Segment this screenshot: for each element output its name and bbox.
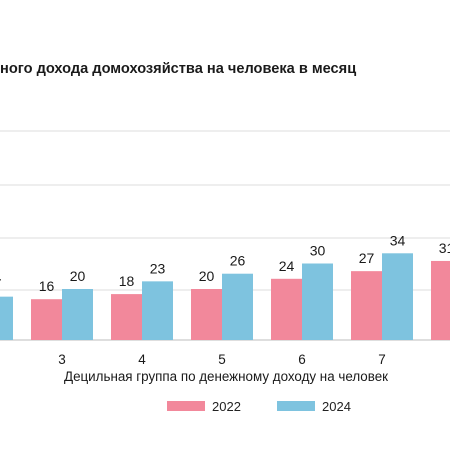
x-tick-label: 4 [138, 352, 146, 367]
data-label-2022: 27 [359, 250, 375, 266]
data-label-2022: 20 [199, 268, 215, 284]
x-axis-label: Децильная группа по денежному доходу на … [64, 369, 389, 384]
bar-2024 [302, 263, 333, 340]
x-tick-label: 6 [298, 352, 306, 367]
data-label-2022: 16 [39, 278, 55, 294]
data-label-2022: 31 [439, 240, 450, 256]
legend-swatch-2022 [167, 401, 205, 411]
legend-item-2022: 2022 [167, 396, 241, 416]
bar-2024 [0, 296, 13, 340]
legend: 2022 2024 [0, 396, 450, 416]
bar-2022 [271, 278, 302, 340]
bar-2022 [431, 260, 450, 340]
bar-2024 [62, 289, 93, 340]
x-tick-label: 7 [378, 352, 386, 367]
legend-swatch-2024 [277, 401, 315, 411]
data-label-2022: 24 [279, 258, 295, 274]
data-label-2024: 34 [390, 232, 406, 248]
legend-label-2024: 2024 [322, 398, 351, 414]
chart-title: ного дохода домохозяйства на человека в … [0, 61, 357, 77]
x-tick-label: 5 [218, 352, 226, 367]
legend-item-2024: 2024 [277, 396, 351, 416]
data-label-2024: 26 [230, 253, 246, 269]
data-label-2024: 7 [0, 276, 2, 292]
data-label-2022: 18 [119, 273, 135, 289]
legend-label-2022: 2022 [212, 398, 241, 414]
data-label-2024: 30 [310, 243, 326, 259]
bar-2022 [191, 289, 222, 340]
bar-2024 [142, 281, 173, 340]
bar-2022 [111, 294, 142, 340]
x-tick-label: 3 [58, 352, 66, 367]
data-label-2024: 23 [150, 260, 166, 276]
bar-2022 [351, 271, 382, 340]
bar-2024 [382, 253, 413, 340]
bar-2022 [31, 299, 62, 340]
bar-2024 [222, 273, 253, 340]
data-label-2024: 20 [70, 268, 86, 284]
